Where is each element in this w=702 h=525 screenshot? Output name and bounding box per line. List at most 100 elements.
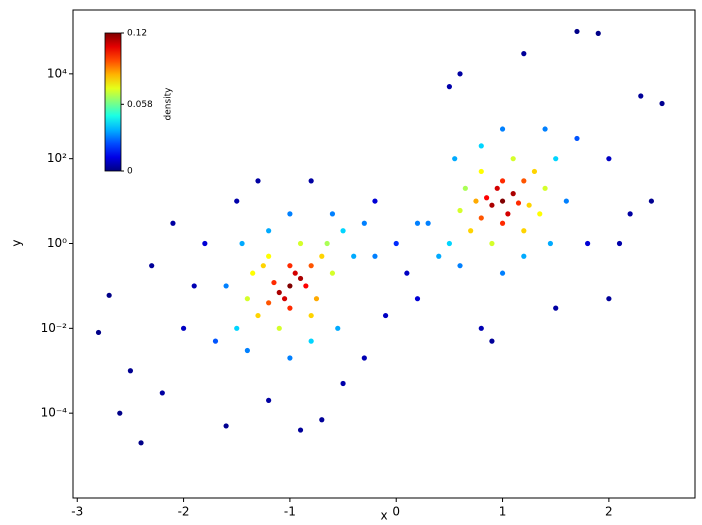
point [329, 211, 336, 217]
point [308, 178, 314, 184]
point [313, 296, 320, 302]
point [510, 191, 516, 197]
point [553, 156, 559, 162]
point [361, 355, 367, 361]
point [393, 240, 399, 247]
x-tick-label: -1 [284, 505, 296, 519]
point [478, 215, 484, 221]
point [542, 126, 548, 132]
point [553, 305, 559, 311]
point [446, 84, 452, 90]
point [95, 329, 102, 336]
point [478, 168, 484, 175]
point [266, 253, 272, 259]
point [212, 338, 219, 344]
point [425, 220, 431, 226]
point [510, 156, 516, 162]
point [319, 253, 325, 259]
point [117, 410, 123, 416]
point [489, 240, 495, 247]
point [499, 126, 506, 132]
point [521, 228, 527, 234]
point [414, 220, 421, 226]
point [297, 240, 304, 247]
point [457, 263, 463, 269]
point [521, 253, 527, 259]
point [127, 368, 134, 374]
point [329, 270, 336, 276]
y-tick-label: 10² [47, 151, 67, 165]
colorbar-tick-label: 0.12 [127, 29, 147, 39]
point [574, 135, 580, 142]
point [244, 296, 250, 302]
point [627, 211, 633, 217]
point [244, 347, 250, 354]
point [303, 283, 309, 289]
point [266, 228, 272, 234]
point [563, 198, 569, 204]
x-axis-label: x [380, 509, 387, 523]
point [297, 275, 304, 282]
point [138, 440, 144, 446]
x-tick-label: -3 [71, 505, 83, 519]
point [308, 338, 314, 344]
x-tick-label: 0 [392, 505, 400, 519]
point [499, 270, 506, 276]
point [537, 211, 543, 217]
point [372, 253, 378, 259]
point [250, 270, 256, 276]
point [404, 270, 410, 276]
point [542, 185, 548, 191]
point [499, 198, 506, 204]
point [414, 296, 421, 302]
y-tick-label: 10⁴ [47, 66, 67, 80]
point [585, 240, 591, 247]
point [616, 240, 623, 247]
y-tick-label: 10⁻⁴ [41, 406, 68, 420]
point [595, 30, 601, 36]
y-tick-label: 10⁰ [47, 236, 67, 250]
point [335, 325, 341, 331]
point [287, 263, 293, 269]
point [149, 263, 155, 269]
point [659, 100, 665, 107]
y-axis-label: y [10, 239, 24, 246]
point [436, 253, 442, 259]
point [202, 240, 208, 247]
point [361, 220, 367, 226]
colorbar-tick-label: 0 [127, 167, 133, 177]
point [287, 211, 293, 217]
point [191, 283, 197, 289]
point [276, 289, 282, 296]
point [266, 397, 272, 403]
point [531, 168, 538, 175]
plot-frame [72, 9, 696, 499]
point [308, 312, 314, 319]
point [308, 263, 314, 269]
point [505, 211, 511, 217]
colorbar-label: density [164, 87, 174, 121]
point [521, 178, 527, 184]
point [452, 156, 458, 162]
point [574, 28, 580, 35]
colorbar [104, 32, 122, 172]
point [468, 228, 474, 234]
y-tick-label: 10⁻² [41, 321, 68, 335]
point [297, 427, 304, 433]
point [180, 325, 187, 331]
point [478, 143, 484, 149]
x-tick-label: 2 [605, 505, 613, 519]
point [521, 51, 527, 57]
point [159, 390, 165, 396]
point [547, 240, 553, 247]
point [457, 207, 463, 214]
point [526, 202, 532, 208]
colorbar-tick-label: 0.058 [127, 100, 153, 110]
point [489, 202, 495, 208]
point [489, 338, 495, 344]
point [340, 380, 346, 387]
point [319, 417, 325, 423]
point [255, 312, 261, 319]
point [234, 198, 240, 204]
point [484, 195, 490, 201]
